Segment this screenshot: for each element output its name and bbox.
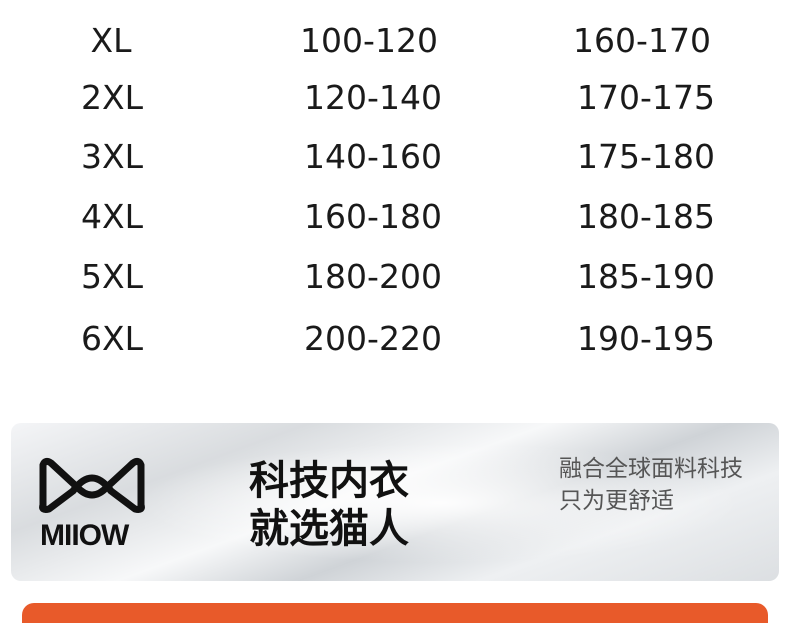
- weight-cell: 120-140: [304, 78, 442, 117]
- height-cell: 170-175: [577, 78, 715, 117]
- sub-slogan-line-1: 融合全球面料科技: [559, 456, 743, 482]
- height-cell: 175-180: [577, 137, 715, 176]
- size-cell: XL: [90, 21, 132, 60]
- height-cell: 160-170: [573, 21, 711, 60]
- weight-cell: 180-200: [304, 257, 442, 296]
- cat-logo-icon: [39, 457, 145, 513]
- sub-slogan-line-2: 只为更舒适: [559, 488, 674, 514]
- size-cell: 6XL: [81, 319, 143, 358]
- height-cell: 190-195: [577, 319, 715, 358]
- orange-action-bar[interactable]: [22, 603, 768, 623]
- size-cell: 4XL: [81, 197, 143, 236]
- size-cell: 2XL: [81, 78, 143, 117]
- table-row: 3XL 140-160 175-180: [0, 132, 790, 182]
- logo-text: MIIOW: [40, 519, 129, 552]
- size-cell: 3XL: [81, 137, 143, 176]
- weight-cell: 100-120: [300, 21, 438, 60]
- table-row: XL 100-120 160-170: [0, 16, 790, 66]
- sub-slogan: 融合全球面料科技 只为更舒适: [559, 453, 743, 517]
- weight-cell: 200-220: [304, 319, 442, 358]
- weight-cell: 160-180: [304, 197, 442, 236]
- size-cell: 5XL: [81, 257, 143, 296]
- table-row: 5XL 180-200 185-190: [0, 252, 790, 302]
- slogan: 科技内衣 就选猫人: [249, 457, 409, 553]
- brand-banner: MIIOW 科技内衣 就选猫人 融合全球面料科技 只为更舒适: [11, 423, 779, 581]
- table-row: 4XL 160-180 180-185: [0, 192, 790, 242]
- table-row: 2XL 120-140 170-175: [0, 73, 790, 123]
- height-cell: 185-190: [577, 257, 715, 296]
- weight-cell: 140-160: [304, 137, 442, 176]
- slogan-line-1: 科技内衣: [249, 458, 409, 504]
- height-cell: 180-185: [577, 197, 715, 236]
- table-row: 6XL 200-220 190-195: [0, 314, 790, 364]
- slogan-line-2: 就选猫人: [249, 506, 409, 552]
